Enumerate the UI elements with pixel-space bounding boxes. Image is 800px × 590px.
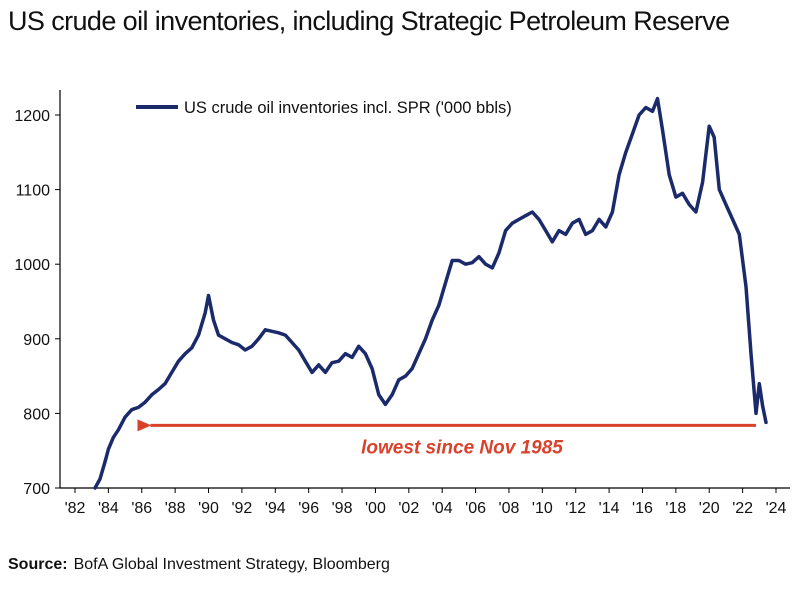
x-tick-label: '84 xyxy=(98,500,119,517)
x-tick-label: '10 xyxy=(532,500,553,517)
chart-title: US crude oil inventories, including Stra… xyxy=(8,6,730,36)
x-tick-label: '00 xyxy=(365,500,386,517)
y-tick-label: 700 xyxy=(23,481,50,498)
y-tick-label: 800 xyxy=(23,406,50,423)
x-tick-label: '08 xyxy=(499,500,520,517)
x-tick-label: '92 xyxy=(231,500,252,517)
chart-legend: US crude oil inventories incl. SPR ('000… xyxy=(136,99,512,117)
x-axis-ticks: '82 '84 '86 '88 '90 '92 '94 '96 '98 '00 '02 '04 '06 '… xyxy=(65,488,787,517)
series-line xyxy=(93,96,768,490)
x-tick-label: '02 xyxy=(398,500,419,517)
y-tick-label: 1200 xyxy=(14,108,50,125)
x-tick-label: '18 xyxy=(665,500,686,517)
x-tick-label: '06 xyxy=(465,500,486,517)
x-tick-label: '90 xyxy=(198,500,219,517)
x-tick-label: '04 xyxy=(432,500,453,517)
x-tick-label: '96 xyxy=(298,500,319,517)
x-tick-label: '12 xyxy=(565,500,586,517)
annotation-group: lowest since Nov 1985 xyxy=(137,419,756,458)
annotation-label: lowest since Nov 1985 xyxy=(361,437,563,458)
x-tick-label: '94 xyxy=(265,500,286,517)
x-tick-label: '88 xyxy=(165,500,186,517)
source-label: Source: xyxy=(8,556,68,573)
x-tick-label: '86 xyxy=(131,500,152,517)
x-tick-label: '82 xyxy=(65,500,86,517)
x-tick-label: '24 xyxy=(766,500,787,517)
x-tick-label: '16 xyxy=(632,500,653,517)
source-note: Source: BofA Global Investment Strategy, … xyxy=(8,556,390,574)
y-tick-label: 1000 xyxy=(14,257,50,274)
y-axis-ticks: 700 800 900 1000 1100 1200 xyxy=(14,108,60,498)
y-tick-label: 1100 xyxy=(16,183,51,200)
series-group xyxy=(93,96,768,490)
y-tick-label: 900 xyxy=(23,332,50,349)
legend-label: US crude oil inventories incl. SPR ('000… xyxy=(184,99,512,117)
x-tick-label: '20 xyxy=(699,500,720,517)
x-tick-label: '98 xyxy=(332,500,353,517)
x-tick-label: '14 xyxy=(599,500,620,517)
chart-axes xyxy=(59,90,790,489)
source-text: BofA Global Investment Strategy, Bloombe… xyxy=(73,556,390,573)
x-tick-label: '22 xyxy=(732,500,753,517)
